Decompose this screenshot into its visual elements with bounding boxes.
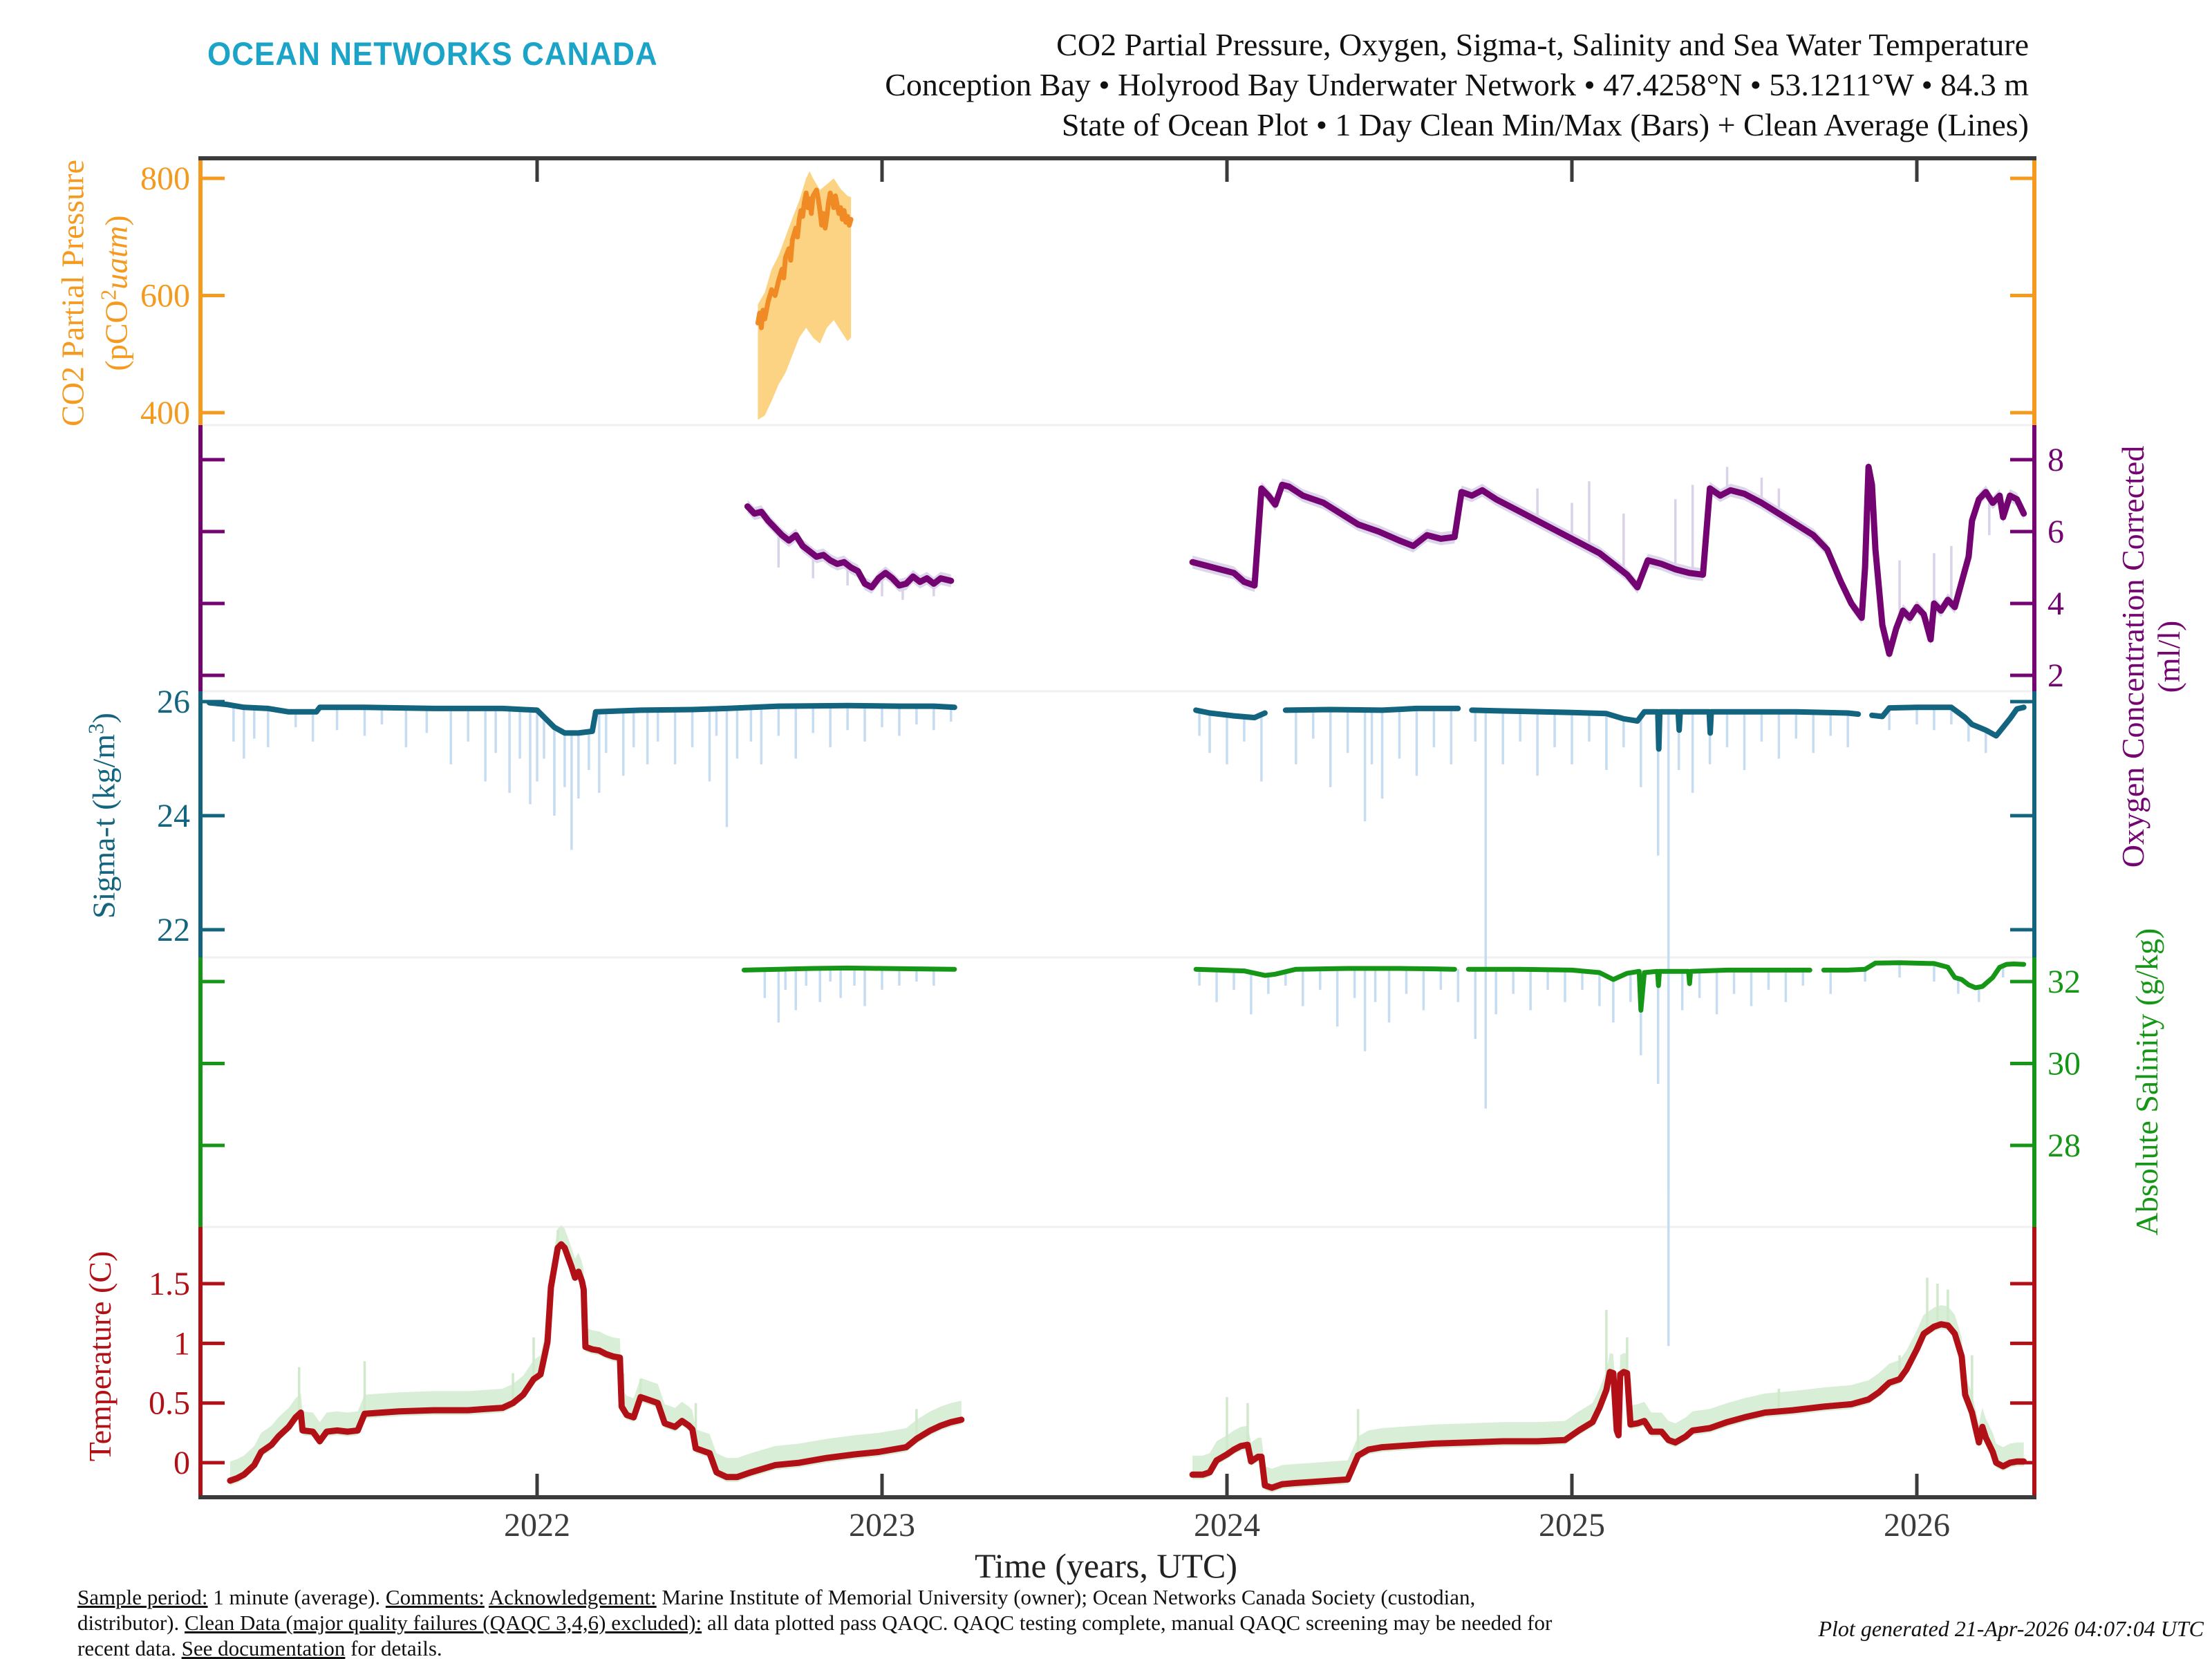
sig-tick-label: 24 bbox=[157, 798, 190, 834]
sig-axis-edge-left bbox=[198, 691, 203, 957]
oxy-tick-label: 6 bbox=[2047, 514, 2064, 550]
tmp-tick-label: 0.5 bbox=[149, 1385, 190, 1422]
year-tick-label: 2024 bbox=[1194, 1507, 1260, 1544]
tmp-tick-label: 1.5 bbox=[149, 1266, 190, 1302]
tmp-tick-label: 1 bbox=[174, 1325, 190, 1362]
temperature-average-minmax-band bbox=[229, 1225, 962, 1485]
year-tick-label: 2022 bbox=[504, 1507, 570, 1544]
sigma-t-average-line bbox=[1869, 704, 2027, 739]
co2-tick-label: 400 bbox=[140, 395, 190, 431]
sal-tick-label: 30 bbox=[2047, 1046, 2081, 1082]
sigma-t-average-line bbox=[1193, 707, 1268, 721]
salinity-average-line bbox=[1821, 960, 2027, 991]
co2-axis-edge-left bbox=[198, 160, 203, 425]
tmp-tick-label: 0 bbox=[174, 1445, 190, 1481]
sigma-t-average-line bbox=[1282, 705, 1461, 713]
plot-generated-note: Plot generated 21-Apr-2026 04:07:04 UTC bbox=[1818, 1616, 2204, 1641]
sig-axis-title: Sigma-t (kg/m3) bbox=[84, 712, 122, 919]
salinity-average-line bbox=[1193, 966, 1457, 978]
co2-axis-edge-right bbox=[2032, 160, 2036, 425]
temperature-average-line bbox=[227, 1241, 965, 1484]
oxy-tick-label: 8 bbox=[2047, 442, 2064, 478]
chart-title-block: CO2 Partial Pressure, Oxygen, Sigma-t, S… bbox=[885, 25, 2029, 145]
sal-tick-label: 32 bbox=[2047, 964, 2081, 1000]
footer-annotation-line: Sample period: 1 minute (average). Comme… bbox=[77, 1585, 1476, 1609]
co2-tick-label: 800 bbox=[140, 160, 190, 197]
sigma-t-average-line bbox=[206, 700, 957, 736]
temperature-average-line bbox=[1189, 1321, 2027, 1491]
co2-axis-title: CO2 Partial Pressure (pCO2uatm) bbox=[55, 160, 134, 427]
sig-tick-label: 26 bbox=[157, 684, 190, 720]
tmp-axis-edge-right bbox=[2032, 1227, 2036, 1495]
oxy-axis-title: Oxygen Concentration Corrected (ml/l) bbox=[2115, 445, 2186, 868]
chart-title-line2: Conception Bay • Holyrood Bay Underwater… bbox=[885, 67, 2029, 102]
salinity-average-line bbox=[1465, 966, 1812, 1013]
oxy-tick-label: 4 bbox=[2047, 585, 2064, 622]
year-tick-label: 2023 bbox=[849, 1507, 915, 1544]
year-tick-label: 2026 bbox=[1884, 1507, 1950, 1544]
sal-axis-edge-right bbox=[2032, 957, 2036, 1227]
co2-average-minmax-band bbox=[758, 171, 852, 420]
sal-axis-edge-left bbox=[198, 957, 203, 1227]
oxy-tick-label: 2 bbox=[2047, 657, 2064, 694]
footer-annotation-line: distributor). Clean Data (major quality … bbox=[77, 1611, 1553, 1635]
footer-annotation-line: recent data. See documentation for detai… bbox=[77, 1636, 442, 1659]
footer-annotation: Sample period: 1 minute (average). Comme… bbox=[77, 1584, 1552, 1659]
temperature-average-minmax-band bbox=[1192, 1305, 2024, 1493]
sal-tick-label: 28 bbox=[2047, 1127, 2081, 1164]
oxygen-average-line bbox=[744, 503, 955, 591]
sigma-t-average-line bbox=[1469, 707, 1862, 752]
salinity-average-line bbox=[741, 965, 957, 973]
co2-average-line bbox=[755, 187, 854, 330]
plot-box-top-border bbox=[198, 156, 2036, 160]
tmp-axis-edge-left bbox=[198, 1227, 203, 1495]
oxy-axis-edge-right bbox=[2032, 425, 2036, 691]
sig-axis-edge-right bbox=[2032, 691, 2036, 957]
oxy-axis-edge-left bbox=[198, 425, 203, 691]
year-tick-label: 2025 bbox=[1539, 1507, 1605, 1544]
chart-title-line1: CO2 Partial Pressure, Oxygen, Sigma-t, S… bbox=[1056, 27, 2029, 62]
tmp-axis-title: Temperature (C) bbox=[82, 1250, 118, 1462]
ocean-networks-canada-logo: OCEAN NETWORKS CANADA bbox=[207, 36, 658, 73]
oxygen-average-line bbox=[1189, 463, 2027, 657]
plot-box-bottom-border bbox=[198, 1495, 2036, 1499]
co2-tick-label: 600 bbox=[140, 278, 190, 315]
sal-axis-title: Absolute Salinity (g/kg) bbox=[2129, 928, 2164, 1236]
chart-title-line3: State of Ocean Plot • 1 Day Clean Min/Ma… bbox=[1061, 107, 2029, 142]
sig-tick-label: 22 bbox=[157, 912, 190, 948]
x-axis-title: Time (years, UTC) bbox=[974, 1546, 1238, 1585]
